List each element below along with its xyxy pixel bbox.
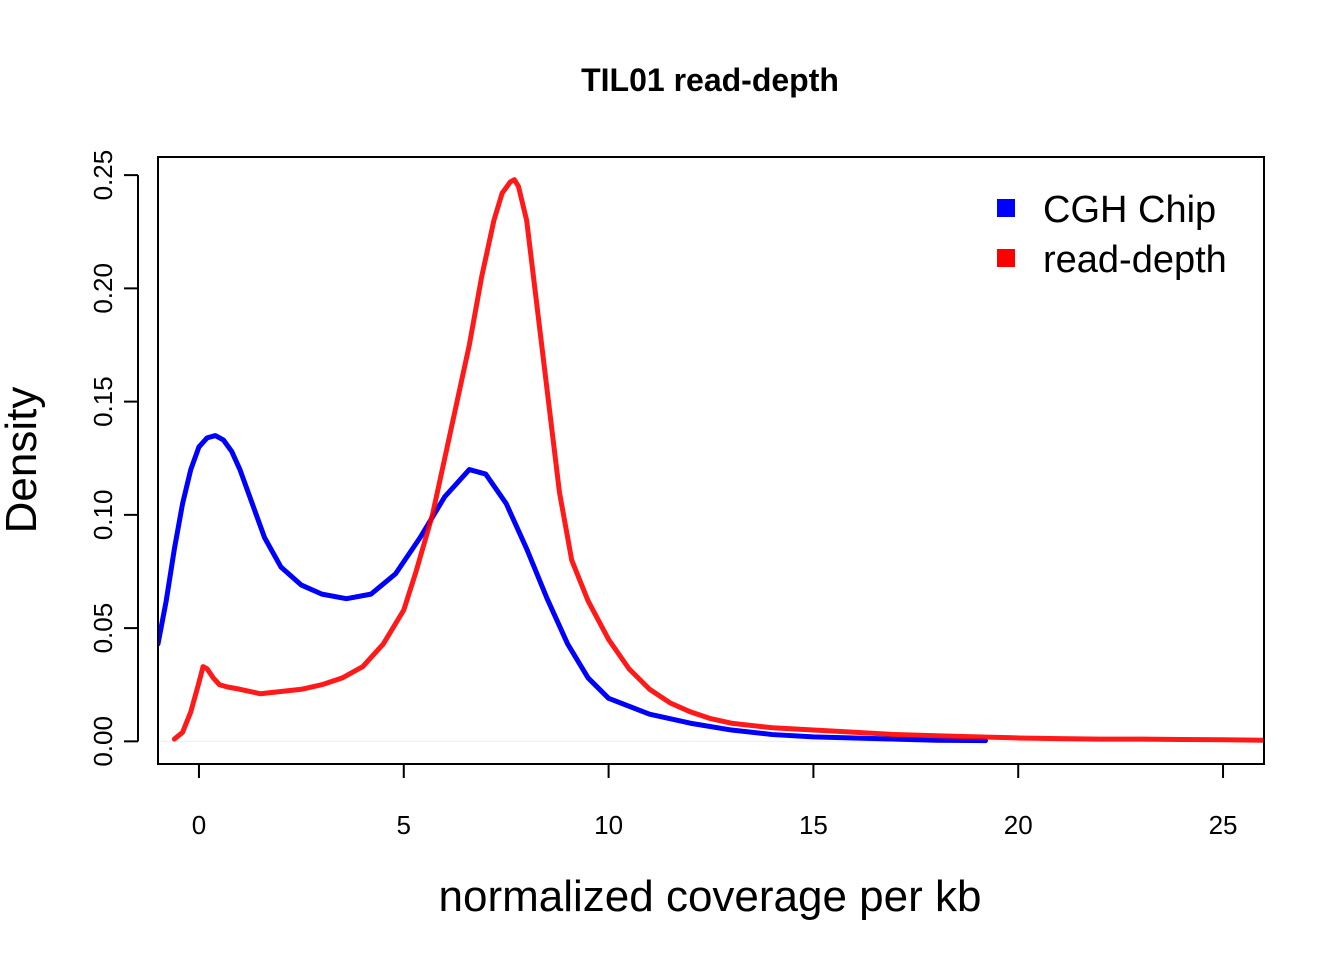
y-tick-label: 0.00: [88, 716, 118, 767]
x-tick-label: 15: [799, 810, 828, 840]
legend: CGH Chip read-depth: [997, 189, 1227, 281]
y-tick-label: 0.05: [88, 603, 118, 654]
x-tick-label: 25: [1209, 810, 1238, 840]
x-axis: 0 5 10 15 20 25: [192, 764, 1238, 840]
legend-swatch: [997, 249, 1015, 267]
series-line-read-depth: [171, 177, 1264, 743]
legend-label: CGH Chip: [1043, 189, 1216, 231]
x-tick-label: 20: [1004, 810, 1033, 840]
chart-title: TIL01 read-depth: [581, 62, 839, 98]
y-tick-label: 0.20: [88, 263, 118, 314]
series-line-cgh-chip: [158, 433, 988, 744]
legend-swatch: [997, 199, 1015, 217]
x-tick-label: 10: [594, 810, 623, 840]
x-tick-label: 0: [192, 810, 206, 840]
plot-lines: [158, 177, 1264, 744]
y-axis: 0.00 0.05 0.10 0.15 0.20 0.25: [88, 150, 139, 767]
legend-label: read-depth: [1043, 239, 1227, 281]
x-axis-title: normalized coverage per kb: [439, 872, 982, 921]
plot-frame: [157, 156, 1265, 765]
y-axis-title: Density: [0, 387, 46, 534]
x-tick-label: 5: [397, 810, 411, 840]
y-tick-label: 0.15: [88, 376, 118, 427]
y-tick-label: 0.10: [88, 490, 118, 541]
y-tick-label: 0.25: [88, 150, 118, 201]
